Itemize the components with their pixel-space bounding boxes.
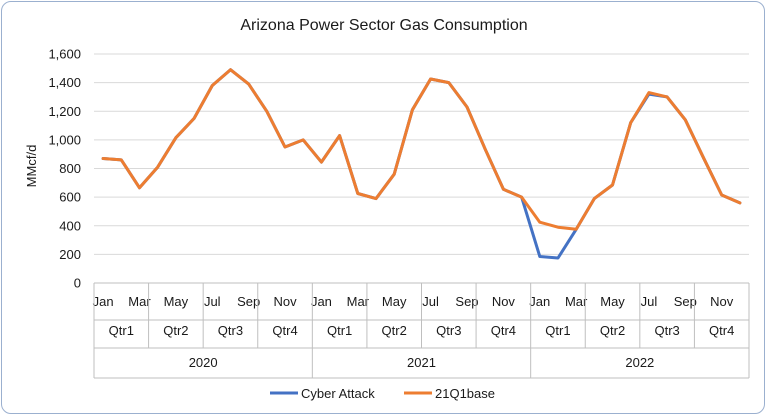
- x-tick-label-month: Nov: [273, 294, 297, 309]
- line-chart: Arizona Power Sector Gas Consumption MMc…: [24, 17, 750, 401]
- x-tick-label-quarter: Qtr3: [436, 323, 461, 338]
- y-tick-label: 600: [59, 190, 81, 205]
- x-tick-label-year: 2021: [407, 355, 436, 370]
- x-tick-label-quarter: Qtr2: [600, 323, 625, 338]
- x-tick-label-month: Jan: [93, 294, 114, 309]
- y-tick-label: 800: [59, 161, 81, 176]
- legend-label-21q1base: 21Q1base: [435, 386, 495, 401]
- y-tick-label: 1,200: [48, 104, 81, 119]
- x-axis: Jan Mar May Jul Sep Nov Jan Mar May Jul Sep Nov Jan M…: [93, 282, 750, 379]
- x-tick-label-month: Sep: [455, 294, 478, 309]
- x-tick-label-quarter: Qtr2: [382, 323, 407, 338]
- y-tick-label: 1,000: [48, 132, 81, 147]
- x-tick-label-month: Jul: [641, 294, 658, 309]
- y-axis-label: MMcf/d: [24, 145, 39, 188]
- x-tick-label-quarter: Qtr4: [272, 323, 297, 338]
- x-tick-label-month: Sep: [237, 294, 260, 309]
- y-tick-label: 1,600: [48, 47, 81, 62]
- y-tick-label: 1,400: [48, 75, 81, 90]
- x-tick-label-quarter: Qtr1: [327, 323, 352, 338]
- x-tick-label-month: Jul: [422, 294, 439, 309]
- y-tick-label: 200: [59, 247, 81, 262]
- x-tick-label-month: Mar: [347, 294, 370, 309]
- x-tick-label-quarter: Qtr4: [709, 323, 734, 338]
- x-tick-label-month: Jul: [204, 294, 221, 309]
- y-tick-label: 400: [59, 218, 81, 233]
- x-tick-label-quarter: Qtr1: [545, 323, 570, 338]
- x-tick-label-month: May: [382, 294, 407, 309]
- legend: Cyber Attack 21Q1base: [270, 386, 495, 401]
- x-tick-label-month: Jan: [311, 294, 332, 309]
- x-tick-label-year: 2022: [625, 355, 654, 370]
- x-tick-label-month: Jan: [529, 294, 550, 309]
- y-tick-label: 0: [74, 276, 81, 291]
- x-tick-label-quarter: Qtr3: [654, 323, 679, 338]
- series-line-21q1base: [101, 68, 742, 231]
- x-tick-label-year: 2020: [189, 355, 218, 370]
- x-tick-label-month: May: [600, 294, 625, 309]
- x-tick-label-quarter: Qtr4: [491, 323, 516, 338]
- x-tick-label-month: May: [164, 294, 189, 309]
- x-tick-label-month: Mar: [128, 294, 151, 309]
- x-tick-label-month: Sep: [674, 294, 697, 309]
- x-tick-label-quarter: Qtr1: [109, 323, 134, 338]
- x-tick-label-month: Nov: [492, 294, 516, 309]
- chart-title: Arizona Power Sector Gas Consumption: [240, 17, 527, 34]
- gridlines: [94, 53, 749, 284]
- chart-frame: Arizona Power Sector Gas Consumption MMc…: [1, 1, 765, 414]
- y-tick-labels: 0 200 400 600 800 1,000 1,200 1,400 1,600: [48, 47, 81, 291]
- x-tick-label-month: Nov: [710, 294, 734, 309]
- x-tick-label-quarter: Qtr3: [218, 323, 243, 338]
- x-tick-label-month: Mar: [565, 294, 588, 309]
- series-lines: [101, 68, 742, 260]
- x-tick-label-quarter: Qtr2: [163, 323, 188, 338]
- legend-label-cyber-attack: Cyber Attack: [301, 386, 375, 401]
